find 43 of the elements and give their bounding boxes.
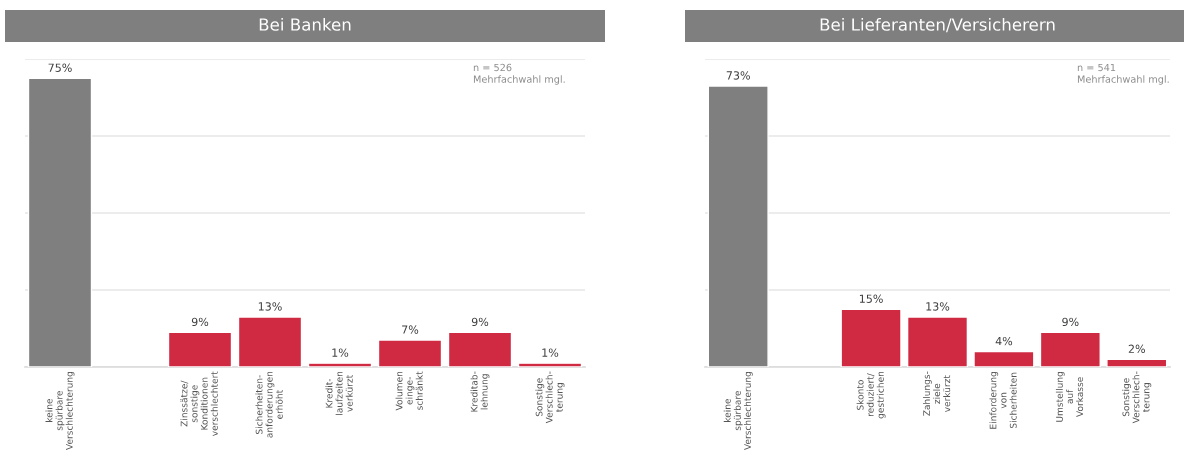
x-tick-label: Einforderung von Sicherheiten (989, 371, 1017, 429)
data-label: 15% (859, 294, 883, 303)
data-label: 9% (191, 317, 209, 327)
x-tick-label: Sicherheiten- anforderungen erhöht (255, 371, 283, 438)
bar (840, 308, 902, 367)
data-label: 73% (726, 71, 750, 80)
data-label: 1% (332, 348, 349, 357)
x-tick-label: Umstellung auf Vorkasse (1055, 371, 1084, 422)
bar (447, 331, 513, 367)
x-tick-label: Kreditab- lehnung (470, 371, 490, 412)
data-label: 2% (1128, 344, 1145, 353)
bar (973, 350, 1035, 367)
chart-title: Bei Lieferanten/Versicherern (820, 17, 1055, 33)
x-tick-label: Zahlungs- ziele verkürzt (923, 371, 951, 416)
data-label: 75% (48, 63, 72, 72)
data-label: 13% (926, 302, 950, 311)
x-tick-label: Skonto reduziert/ gestrichen (856, 371, 886, 419)
x-tick-label: Zinssätze/ sonstige Konditionen verschlechtert (180, 371, 218, 436)
bar (307, 362, 373, 367)
data-label: 9% (471, 317, 489, 327)
x-tick-label: Sonstige Verschlech- terung (1122, 371, 1152, 424)
x-tick-label: Kredit- laufzeiten verkürzt (325, 371, 353, 415)
bar (377, 339, 443, 367)
annotation: n = 541 Mehrfachwahl mgl. (1077, 63, 1169, 85)
x-tick-label: Volumen einge- schränkt (395, 371, 423, 411)
data-label: 7% (402, 325, 419, 334)
data-label: 4% (995, 336, 1013, 346)
data-label: 1% (542, 348, 559, 357)
x-tick-label: keine spürbare Verschlechterung (45, 371, 75, 450)
bar (167, 331, 233, 367)
bar (906, 316, 969, 367)
x-tick-label: Sonstige Verschlech- terung (535, 371, 565, 424)
data-label: 13% (258, 302, 282, 311)
chart-title: Bei Banken (259, 17, 351, 31)
bar (1039, 331, 1101, 367)
bar (27, 77, 93, 367)
annotation: n = 526 Mehrfachwahl mgl. (473, 63, 565, 85)
bar (237, 316, 303, 367)
bar (517, 362, 583, 367)
bar (707, 85, 769, 367)
bar (1106, 358, 1168, 367)
data-label: 9% (1062, 317, 1079, 327)
x-tick-label: keine spürbare Verschlechterung (723, 371, 753, 450)
